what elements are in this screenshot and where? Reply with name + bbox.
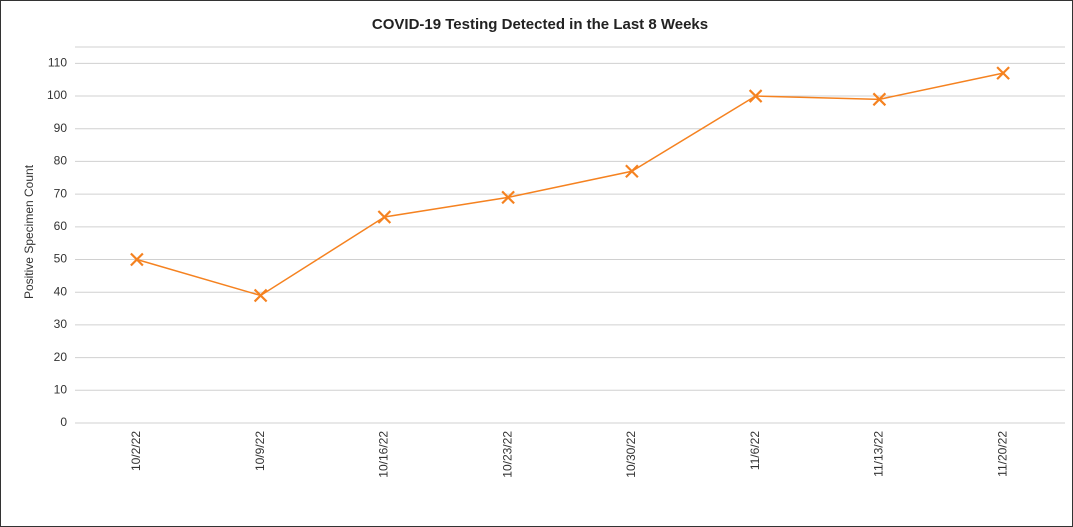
x-tick-label: 11/20/22: [995, 431, 1009, 477]
y-tick-label: 40: [54, 284, 68, 298]
y-tick-label: 10: [54, 382, 68, 396]
marker: [748, 89, 763, 103]
y-tick-label: 60: [54, 219, 68, 233]
chart-title: COVID-19 Testing Detected in the Last 8 …: [372, 16, 708, 33]
y-tick-label: 100: [47, 88, 67, 102]
x-tick-label: 10/2/22: [129, 431, 143, 471]
y-tick-label: 0: [60, 415, 67, 429]
y-tick-label: 90: [54, 121, 68, 135]
x-tick-label: 11/6/22: [748, 431, 762, 470]
marker: [996, 66, 1010, 80]
y-tick-label: 20: [54, 350, 68, 364]
marker: [253, 288, 268, 303]
y-tick-label: 80: [54, 154, 68, 168]
x-tick-label: 10/30/22: [624, 431, 638, 478]
series-line: [136, 72, 1004, 297]
y-tick-label: 70: [54, 186, 68, 200]
marker: [501, 190, 515, 205]
y-axis-label: Positive Specimen Count: [22, 164, 36, 299]
x-tick-label: 10/23/22: [500, 431, 514, 478]
y-tick-label: 30: [54, 317, 68, 331]
x-tick-label: 10/16/22: [377, 431, 391, 478]
marker: [130, 252, 144, 267]
y-tick-label: 50: [54, 252, 68, 266]
x-tick-label: 11/13/22: [872, 431, 886, 477]
y-tick-label: 110: [48, 56, 67, 70]
marker: [872, 92, 887, 107]
marker: [625, 164, 639, 179]
x-tick-label: 10/9/22: [253, 431, 267, 471]
marker: [377, 210, 392, 224]
